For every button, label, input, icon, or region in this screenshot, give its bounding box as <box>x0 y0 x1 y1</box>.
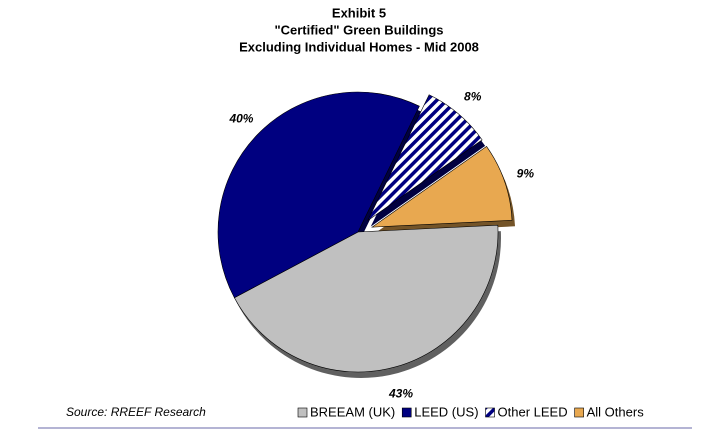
legend-label: Other LEED <box>498 404 568 419</box>
legend-swatch <box>485 407 495 418</box>
pie-slice <box>217 91 420 299</box>
pie-slice <box>367 94 483 221</box>
legend-item: Other LEED <box>485 404 568 419</box>
chart-title: Exhibit 5 <box>332 5 386 20</box>
pie-slice <box>371 145 513 228</box>
legend-swatch <box>297 407 308 418</box>
legend-item: BREEAM (UK) <box>297 404 395 419</box>
legend-label: LEED (US) <box>414 404 478 419</box>
value-label: 43% <box>388 386 413 400</box>
chart-title: "Certified" Green Buildings <box>274 22 443 37</box>
legend-swatch <box>401 407 412 418</box>
legend-label: BREEAM (UK) <box>310 404 395 419</box>
legend-label: All Others <box>587 404 645 419</box>
value-label: 9% <box>517 167 535 181</box>
pie-slice <box>233 224 499 373</box>
legend-swatch <box>574 407 584 418</box>
source-note: Source: RREEF Research <box>66 405 206 419</box>
legend-item: All Others <box>574 404 645 419</box>
value-label: 40% <box>228 112 253 126</box>
chart-title: Excluding Individual Homes - Mid 2008 <box>239 39 479 54</box>
value-label: 8% <box>464 89 482 103</box>
legend-item: LEED (US) <box>401 404 479 419</box>
